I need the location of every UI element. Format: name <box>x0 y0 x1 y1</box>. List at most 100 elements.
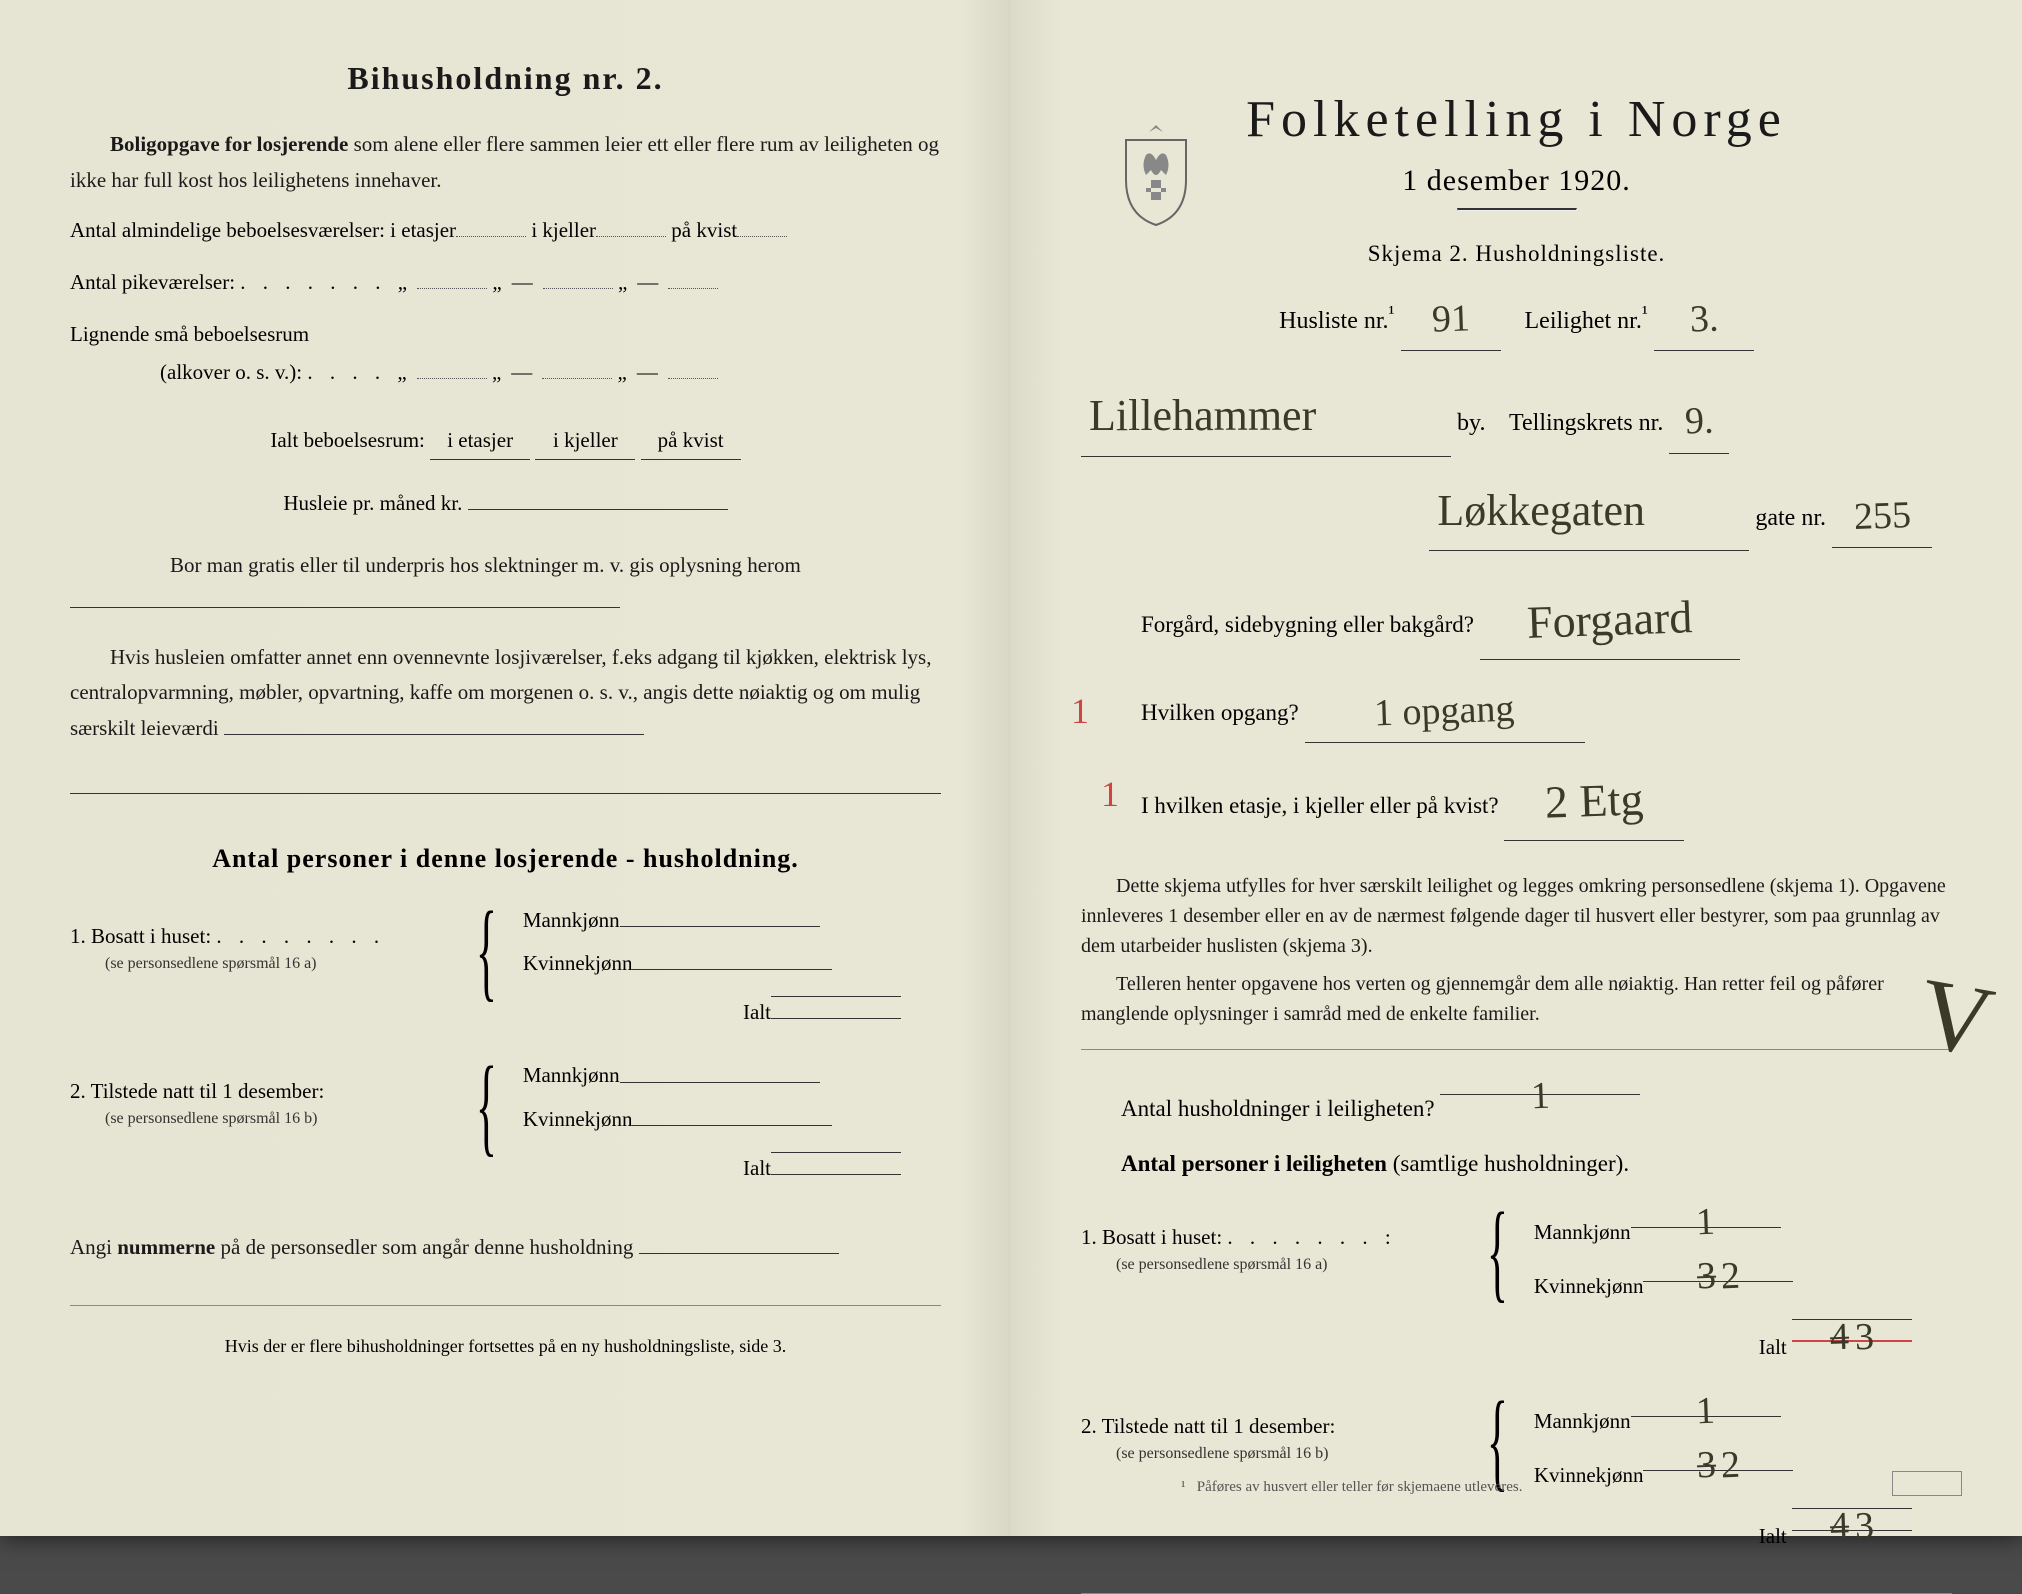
kvist-label: på kvist <box>641 422 741 461</box>
ditto: „— <box>618 270 668 294</box>
total-line: Ialt 4 3 <box>1534 1319 1952 1360</box>
ditto: „ <box>398 270 417 294</box>
intro-bold: Boligopgave for losjerende <box>110 132 348 156</box>
num: 2. <box>1081 1414 1097 1438</box>
dots: . . . . . . . . <box>216 924 385 948</box>
ditto: „— <box>492 270 542 294</box>
fill <box>632 947 832 970</box>
date-line: 1 desember 1920. <box>1081 164 1952 198</box>
etasje-row: 1 I hvilken etasje, i kjeller eller på k… <box>1081 757 1952 841</box>
hw: Løkkegaten <box>1437 486 1645 535</box>
label: Mannkjønn <box>523 1064 620 1088</box>
label: Ialt <box>1759 1335 1787 1359</box>
red-annotation: 1 <box>1101 762 1119 827</box>
census-document: Bihusholdning nr. 2. Boligopgave for los… <box>0 0 2022 1536</box>
left-page: Bihusholdning nr. 2. Boligopgave for los… <box>0 0 1011 1536</box>
label-a: Lignende små beboelsesrum <box>70 322 309 346</box>
count-label: 2. Tilstede natt til 1 desember: (se per… <box>1081 1394 1461 1464</box>
by-row: Lillehammer by. Tellingskrets nr. 9. <box>1081 376 1952 456</box>
text: Bosatt i huset: <box>91 924 211 948</box>
male-line: Mannkjønn <box>523 1059 941 1088</box>
count-label: 1. Bosatt i huset: . . . . . . . . (se p… <box>70 904 450 974</box>
header: Folketelling i Norge 1 desember 1920. Sk… <box>1081 90 1952 267</box>
coat-of-arms-icon <box>1111 120 1201 230</box>
forgard-row: Forgård, sidebygning eller bakgård? Forg… <box>1081 576 1952 660</box>
num: 2. <box>70 1079 86 1103</box>
title-divider <box>1457 208 1577 211</box>
num: 1. <box>1081 1225 1097 1249</box>
by-value: Lillehammer <box>1081 376 1451 456</box>
fill <box>224 712 644 735</box>
divider <box>1081 1049 1952 1050</box>
hw-strike: 3 <box>1696 1442 1717 1487</box>
etasjer-label: i etasjer <box>390 218 456 242</box>
text: Tilstede natt til 1 desember: <box>91 1079 325 1103</box>
hw-strike: 4 <box>1830 1503 1851 1548</box>
value: 3 2 <box>1643 1259 1793 1282</box>
label: Hvilken opgang? <box>1141 700 1299 725</box>
divider <box>1081 1593 1952 1594</box>
left-footer: Hvis der er flere bihusholdninger fortse… <box>70 1336 941 1357</box>
male-line: Mannkjønn1 <box>1534 1205 1952 1245</box>
left-title: Bihusholdning nr. 2. <box>70 60 941 97</box>
kjeller-label: i kjeller <box>535 422 635 461</box>
gate-value: Løkkegaten <box>1429 471 1749 551</box>
person-count-title: Antal personer i denne losjerende - hush… <box>70 844 941 874</box>
label: Kvinnekjønn <box>523 951 633 975</box>
total-line: Ialt <box>523 1152 941 1181</box>
antal-hush-row: Antal husholdninger i leiligheten? 1 <box>1081 1070 1952 1129</box>
hw: Forgaard <box>1526 576 1694 665</box>
dots: . . . . . . . : <box>1227 1225 1396 1249</box>
hw: 3 <box>1854 1314 1875 1359</box>
t1: Angi <box>70 1235 117 1259</box>
label: Antal husholdninger i leiligheten? <box>1121 1096 1435 1121</box>
female-line: Kvinnekjønn3 2 <box>1534 1259 1952 1299</box>
dots: . . . . <box>307 360 397 384</box>
count-block-1: 1. Bosatt i huset: . . . . . . . : (se p… <box>1081 1205 1952 1374</box>
etasje-value: 2 Etg <box>1504 757 1684 841</box>
right-page: Folketelling i Norge 1 desember 1920. Sk… <box>1011 0 2022 1536</box>
label: Mannkjønn <box>1534 1220 1631 1244</box>
label: Husleie pr. måned kr. <box>283 491 462 515</box>
fill <box>70 585 620 608</box>
fill <box>632 1103 832 1126</box>
rooms-row-2: Antal pikeværelser: . . . . . . . „ „— „… <box>70 264 941 302</box>
fill <box>620 904 820 927</box>
hw: 1 opgang <box>1373 674 1516 747</box>
marker: ¹ <box>1181 1479 1186 1495</box>
count-values: Mannkjønn Kvinnekjønn Ialt <box>523 904 941 1039</box>
ditto: „— <box>492 360 542 384</box>
instruction-para-1: Dette skjema utfylles for hver særskilt … <box>1081 871 1952 961</box>
label: Ialt <box>743 1000 771 1024</box>
count-values: Mannkjønn Kvinnekjønn Ialt <box>523 1059 941 1194</box>
value: 4 3 <box>1792 1508 1912 1531</box>
count-block-2: 2. Tilstede natt til 1 desember: (se per… <box>70 1059 941 1194</box>
hw: 3. <box>1688 285 1719 354</box>
sub: (se personsedlene spørsmål 16 b) <box>70 1110 317 1127</box>
brace-icon: { <box>472 904 501 998</box>
hw-strike: 3 <box>1696 1253 1717 1298</box>
sup: ¹ <box>1389 302 1395 324</box>
label-rest: (samtlige husholdninger). <box>1387 1151 1629 1176</box>
label-bold: Antal personer i leiligheten <box>1121 1151 1387 1176</box>
fill <box>737 214 787 237</box>
text: Påføres av husvert eller teller før skje… <box>1197 1479 1523 1495</box>
female-line: Kvinnekjønn <box>523 947 941 976</box>
female-line: Kvinnekjønn3 2 <box>1534 1448 1952 1488</box>
label: Tellingskrets nr. <box>1509 410 1663 436</box>
fill <box>596 214 666 237</box>
red-annotation: 1 <box>1071 679 1089 744</box>
fill <box>620 1059 820 1082</box>
label: by. <box>1457 410 1485 436</box>
value: 3 2 <box>1643 1448 1793 1471</box>
husliste-row: Husliste nr.¹ 91 Leilighet nr.¹ 3. <box>1081 282 1952 351</box>
male-line: Mannkjønn <box>523 904 941 933</box>
label: Ialt beboelsesrum: <box>270 428 425 452</box>
etasjer-label: i etasjer <box>430 422 530 461</box>
fill <box>771 1152 901 1175</box>
hvis-paragraph: Hvis husleien omfatter annet enn ovennev… <box>70 640 941 747</box>
fill <box>468 487 728 510</box>
dots: . . . . . . . <box>240 270 398 294</box>
value: 1 <box>1631 1205 1781 1228</box>
rent-row: Husleie pr. måned kr. <box>70 485 941 523</box>
